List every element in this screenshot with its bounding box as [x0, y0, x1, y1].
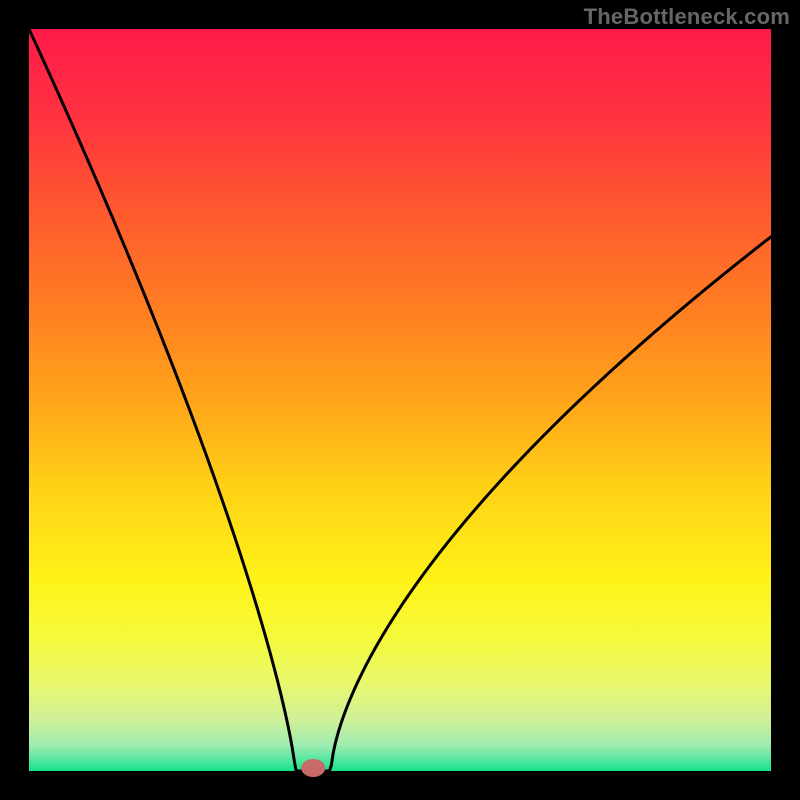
- optimum-marker: [301, 759, 325, 777]
- watermark-text: TheBottleneck.com: [584, 4, 790, 30]
- bottleneck-chart-svg: [0, 0, 800, 800]
- plot-background: [29, 29, 771, 771]
- chart-frame: TheBottleneck.com: [0, 0, 800, 800]
